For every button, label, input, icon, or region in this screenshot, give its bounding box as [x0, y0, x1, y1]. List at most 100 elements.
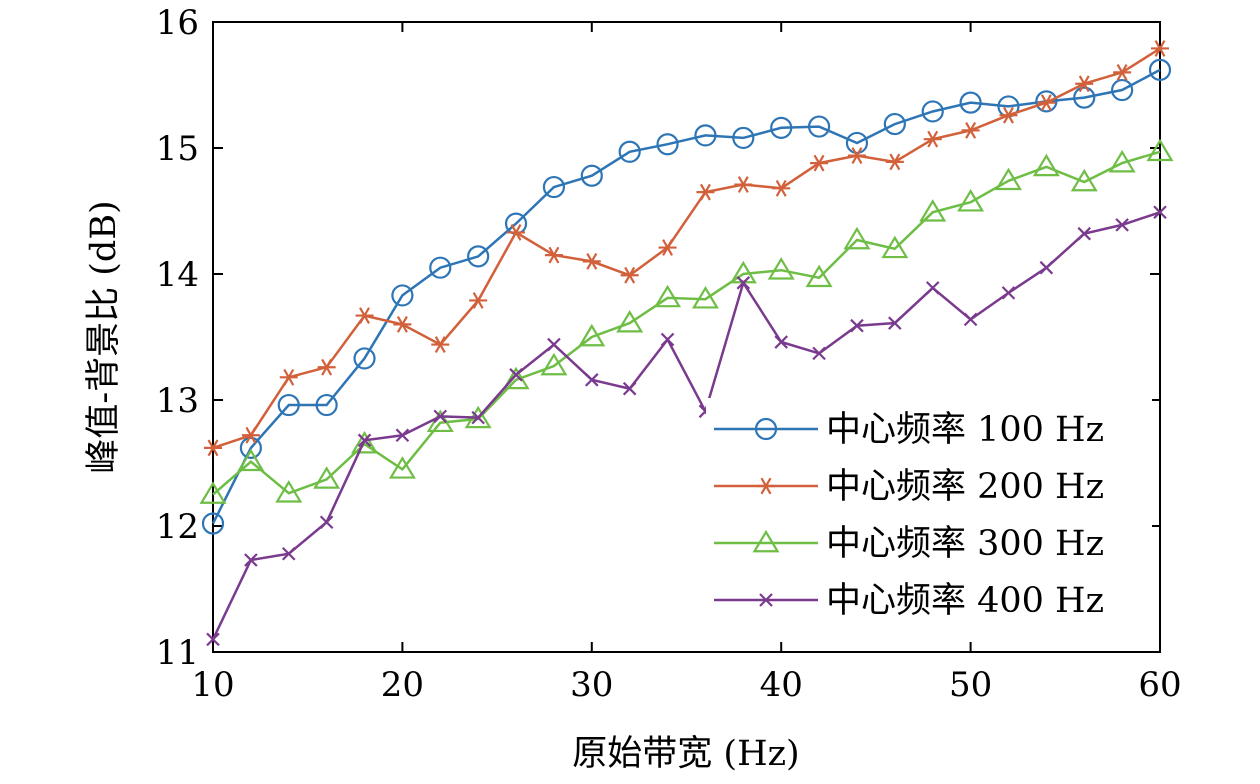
data-point	[578, 323, 606, 347]
data-point	[1108, 149, 1136, 173]
data-point	[388, 456, 416, 479]
data-point	[467, 245, 490, 268]
y-tick-label: 11	[156, 633, 199, 673]
x-axis: 10 20 30 40 50 60	[191, 22, 1182, 705]
data-point	[959, 91, 982, 114]
data-point	[734, 176, 753, 193]
data-point	[919, 199, 947, 222]
data-point	[694, 124, 717, 147]
data-point	[732, 126, 755, 150]
y-tick-label: 12	[156, 507, 199, 547]
series-line	[211, 211, 1161, 640]
data-point	[658, 239, 677, 256]
data-point	[885, 153, 904, 171]
legend: 中心频率 100 Hz 中心频率 200 Hz 中心频率 300 Hz 中心频率 40…	[706, 398, 1152, 640]
data-point	[759, 593, 773, 607]
data-point	[239, 436, 262, 459]
data-point	[616, 310, 644, 333]
data-point	[429, 256, 452, 279]
data-point	[812, 346, 826, 361]
data-point	[357, 433, 372, 448]
data-point	[807, 115, 831, 138]
data-point	[999, 106, 1018, 124]
data-point	[469, 292, 488, 309]
data-point	[770, 116, 793, 139]
series-line	[211, 68, 1161, 525]
data-point	[1037, 94, 1056, 112]
data-point	[654, 284, 682, 308]
y-axis-title: 峰值-背景比 (dB)	[84, 200, 124, 473]
data-point	[315, 393, 338, 417]
data-point	[736, 276, 751, 290]
data-point	[1146, 138, 1174, 162]
data-point	[925, 281, 940, 295]
data-point	[810, 154, 829, 172]
legend-entry: 中心频率 300 Hz	[714, 524, 1104, 564]
data-point	[843, 226, 871, 250]
legend-label: 中心频率 400 Hz	[826, 581, 1104, 621]
x-tick-label: 30	[570, 665, 613, 705]
data-point	[923, 130, 942, 148]
data-point	[1032, 153, 1060, 177]
series-1	[201, 58, 1172, 535]
data-point	[618, 140, 641, 163]
data-point	[391, 284, 414, 307]
legend-entry: 中心频率 100 Hz	[714, 410, 1104, 450]
data-point	[1115, 218, 1129, 232]
data-point	[883, 112, 906, 136]
data-point	[1113, 64, 1132, 81]
legend-label: 中心频率 100 Hz	[826, 410, 1104, 450]
data-point	[774, 335, 788, 349]
data-point	[767, 257, 795, 280]
legend-label: 中心频率 300 Hz	[826, 524, 1104, 564]
data-point	[1070, 168, 1098, 192]
series-3	[199, 138, 1174, 504]
data-point	[547, 337, 561, 352]
data-point	[509, 368, 523, 382]
series-2	[204, 40, 1169, 457]
plot-frame	[212, 21, 1161, 653]
legend-label: 中心频率 200 Hz	[826, 467, 1104, 507]
data-point	[1153, 205, 1167, 220]
data-point	[542, 175, 566, 199]
data-point	[1035, 90, 1058, 113]
y-tick-label: 16	[156, 3, 199, 43]
data-point	[507, 224, 526, 241]
data-point	[319, 515, 334, 529]
data-point	[957, 189, 985, 212]
data-point	[353, 347, 376, 370]
x-tick-label: 60	[1138, 665, 1181, 705]
data-point	[275, 480, 303, 503]
data-point	[502, 366, 530, 390]
data-point	[757, 477, 775, 495]
data-point	[241, 426, 260, 444]
data-point	[244, 553, 258, 567]
data-point	[355, 307, 374, 324]
data-point	[199, 481, 227, 504]
series-4	[206, 205, 1167, 647]
data-point	[656, 133, 679, 156]
data-point	[1148, 58, 1172, 81]
legend-entry: 中心频率 400 Hz	[714, 581, 1104, 621]
data-point	[281, 546, 296, 561]
data-point	[393, 316, 412, 333]
series-line	[212, 150, 1161, 496]
x-tick-label: 40	[760, 665, 803, 705]
data-point	[279, 368, 298, 386]
series-line	[212, 47, 1161, 450]
data-point	[580, 164, 603, 187]
data-point	[691, 286, 719, 309]
data-point	[204, 439, 222, 457]
data-point	[1151, 40, 1169, 57]
data-point	[754, 417, 778, 441]
y-tick-label: 14	[156, 255, 199, 295]
data-point	[317, 358, 336, 376]
series-layer	[199, 40, 1174, 647]
data-point	[994, 167, 1022, 191]
data-point	[1001, 286, 1016, 300]
x-tick-label: 20	[381, 665, 424, 705]
data-point	[201, 512, 225, 535]
data-point	[752, 529, 780, 553]
data-point	[847, 147, 866, 164]
